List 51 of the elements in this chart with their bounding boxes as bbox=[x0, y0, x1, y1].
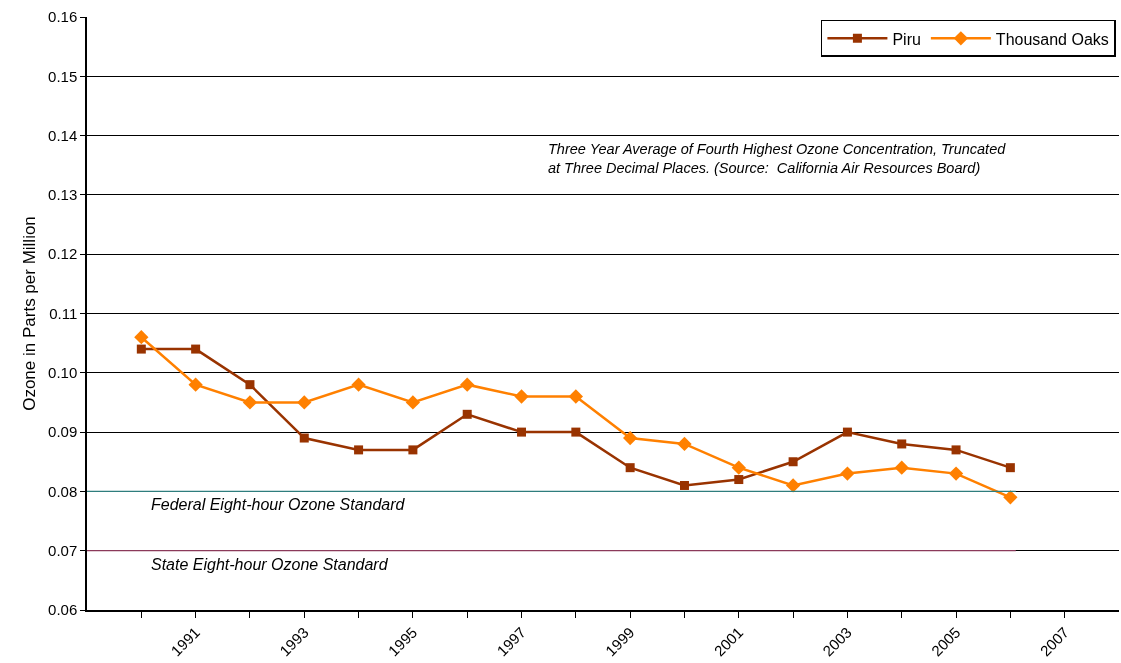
point bbox=[188, 377, 203, 392]
point bbox=[405, 395, 421, 410]
point bbox=[242, 395, 258, 410]
point bbox=[1005, 463, 1015, 473]
legend-label: Piru bbox=[892, 30, 921, 48]
y-tick-label: 0.13 bbox=[48, 186, 78, 204]
point bbox=[297, 395, 312, 410]
point bbox=[951, 445, 961, 455]
ref-line-label: State Eight-hour Ozone Standard bbox=[151, 556, 389, 573]
point bbox=[785, 478, 801, 493]
point bbox=[788, 457, 798, 467]
point bbox=[677, 436, 692, 452]
point bbox=[842, 427, 852, 437]
point bbox=[571, 427, 581, 437]
point bbox=[731, 460, 746, 475]
point bbox=[136, 344, 146, 354]
point bbox=[679, 480, 689, 490]
point bbox=[894, 460, 909, 475]
y-tick-label: 0.08 bbox=[48, 482, 78, 500]
point bbox=[408, 445, 418, 455]
point bbox=[517, 427, 527, 437]
point bbox=[351, 377, 366, 392]
ref-line-label: Federal Eight-hour Ozone Standard bbox=[151, 496, 406, 513]
y-tick-label: 0.12 bbox=[48, 245, 78, 263]
point bbox=[191, 344, 201, 354]
y-tick-label: 0.11 bbox=[49, 304, 78, 322]
y-tick-label: 0.14 bbox=[48, 126, 78, 144]
point bbox=[460, 377, 475, 392]
annotation: Three Year Average of Fourth Highest Ozone Concentration, Truncated at Three Decimal Places. (Source: California Air Resources Board) bbox=[548, 141, 1007, 176]
point bbox=[245, 380, 255, 390]
point bbox=[734, 475, 744, 485]
point bbox=[625, 463, 635, 473]
y-tick-label: 0.09 bbox=[48, 423, 78, 441]
y-tick-label: 0.06 bbox=[48, 601, 78, 619]
point bbox=[623, 430, 638, 446]
point bbox=[462, 409, 472, 419]
legend-label: Thousand Oaks bbox=[995, 30, 1109, 48]
y-tick-label: 0.15 bbox=[48, 67, 78, 85]
point bbox=[514, 389, 529, 404]
y-tick-label: 0.10 bbox=[48, 364, 78, 382]
point bbox=[897, 439, 907, 449]
y-tick-label: 0.16 bbox=[48, 8, 78, 26]
point bbox=[948, 466, 964, 481]
point bbox=[1003, 490, 1018, 505]
point bbox=[568, 389, 583, 404]
y-axis-title: Ozone in Parts per Million bbox=[20, 216, 40, 411]
point bbox=[354, 445, 364, 455]
y-tick-label: 0.07 bbox=[48, 541, 78, 559]
point bbox=[299, 433, 309, 443]
point bbox=[840, 466, 855, 481]
point bbox=[134, 330, 149, 345]
